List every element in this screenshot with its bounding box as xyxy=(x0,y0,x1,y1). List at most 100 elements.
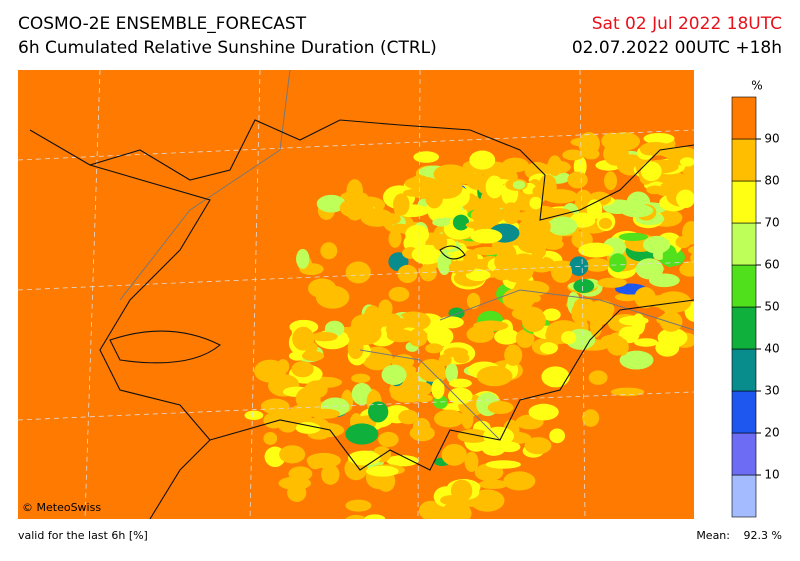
field-patch xyxy=(244,410,264,421)
field-patch xyxy=(288,404,312,428)
field-patch xyxy=(655,291,692,313)
field-patch xyxy=(453,352,470,364)
field-patch xyxy=(345,261,371,284)
field-patch xyxy=(412,417,431,437)
field-patch xyxy=(643,132,675,145)
field-patch xyxy=(619,350,654,370)
field-patch xyxy=(485,175,504,199)
field-patch xyxy=(692,187,694,197)
field-patch xyxy=(529,222,544,235)
field-patch xyxy=(347,206,363,221)
field-patch xyxy=(604,171,618,191)
field-patch xyxy=(431,378,445,400)
field-patch xyxy=(388,286,410,302)
field-patch xyxy=(425,187,444,209)
field-patch xyxy=(679,157,694,167)
colorbar-segment xyxy=(731,138,757,182)
field-patch xyxy=(705,205,725,220)
field-patch xyxy=(386,455,419,467)
field-patch xyxy=(445,362,458,383)
field-patch xyxy=(426,326,454,347)
field-patch xyxy=(528,403,559,421)
field-patch xyxy=(697,295,728,318)
colorbar-tick-label: 30 xyxy=(764,384,779,398)
field-patch xyxy=(485,460,522,469)
field-patch xyxy=(516,210,550,223)
field-patch xyxy=(378,299,393,318)
field-patch xyxy=(585,301,613,326)
field-patch xyxy=(403,188,430,197)
field-patch xyxy=(347,321,382,346)
field-patch xyxy=(388,229,402,248)
field-patch xyxy=(538,174,557,196)
field-patch xyxy=(301,350,325,361)
field-patch xyxy=(695,189,718,210)
field-patch xyxy=(502,259,534,283)
field-patch xyxy=(390,223,410,232)
field-patch xyxy=(618,232,649,241)
field-patch xyxy=(378,431,399,448)
field-patch xyxy=(582,409,600,427)
field-patch xyxy=(460,173,487,185)
field-patch xyxy=(504,344,523,366)
field-patch xyxy=(448,378,472,388)
subtitle: 6h Cumulated Relative Sunshine Duration … xyxy=(18,38,437,58)
colorbar-unit: % xyxy=(751,79,762,93)
field-patch xyxy=(578,242,614,258)
field-patch xyxy=(263,431,278,445)
field-patch xyxy=(710,211,725,225)
field-patch xyxy=(418,500,443,519)
colorbar-segment xyxy=(731,222,757,266)
field-patch xyxy=(465,269,491,282)
field-patch xyxy=(570,137,595,147)
field-patch xyxy=(582,148,600,160)
field-patch xyxy=(476,365,513,387)
mean-value: 92.3 % xyxy=(744,529,782,542)
field-patch xyxy=(321,464,340,485)
field-patch xyxy=(562,149,584,161)
colorbar: % 10 20 30 40 50 60 70 80 90 xyxy=(731,79,780,518)
field-patch xyxy=(659,311,683,332)
borders xyxy=(29,119,694,519)
field-patch xyxy=(551,260,573,283)
field-patch xyxy=(503,471,536,491)
field-patch xyxy=(405,224,430,245)
colorbar-segment xyxy=(731,348,757,392)
field-patch xyxy=(448,307,465,319)
field-patch xyxy=(702,273,719,288)
colorbar-tick-label: 20 xyxy=(764,426,779,440)
field-patch xyxy=(695,190,709,208)
field-patch xyxy=(464,451,479,472)
field-patch xyxy=(441,501,472,519)
field-patch xyxy=(561,331,577,345)
field-patch xyxy=(631,313,646,335)
colorbar-segment xyxy=(731,474,757,518)
colorbar-tick-label: 40 xyxy=(764,342,779,356)
colorbar-segment xyxy=(731,306,757,350)
field-patch xyxy=(687,246,694,255)
colorbar-tick-label: 50 xyxy=(764,300,779,314)
field-patch xyxy=(529,196,543,210)
field-patch xyxy=(305,380,328,399)
field-patch xyxy=(448,260,476,275)
colorbar-tick-label: 70 xyxy=(764,216,779,230)
field-patch xyxy=(610,387,645,397)
field-patch xyxy=(482,426,515,446)
colorbar-segment xyxy=(731,96,757,140)
field-patch xyxy=(351,373,371,384)
field-patch xyxy=(675,236,691,249)
field-patch xyxy=(292,326,315,351)
mean-label: Mean: xyxy=(696,529,730,542)
credit: © MeteoSwiss xyxy=(22,501,101,514)
field-patch xyxy=(539,342,558,355)
field-patch xyxy=(567,171,588,189)
field-patch xyxy=(521,308,546,333)
field-patch xyxy=(676,189,694,209)
field-patch xyxy=(702,288,722,303)
field xyxy=(244,131,728,519)
field-patch xyxy=(466,292,481,310)
field-patch xyxy=(615,338,629,356)
field-patch xyxy=(347,450,381,466)
field-patch xyxy=(309,408,341,419)
